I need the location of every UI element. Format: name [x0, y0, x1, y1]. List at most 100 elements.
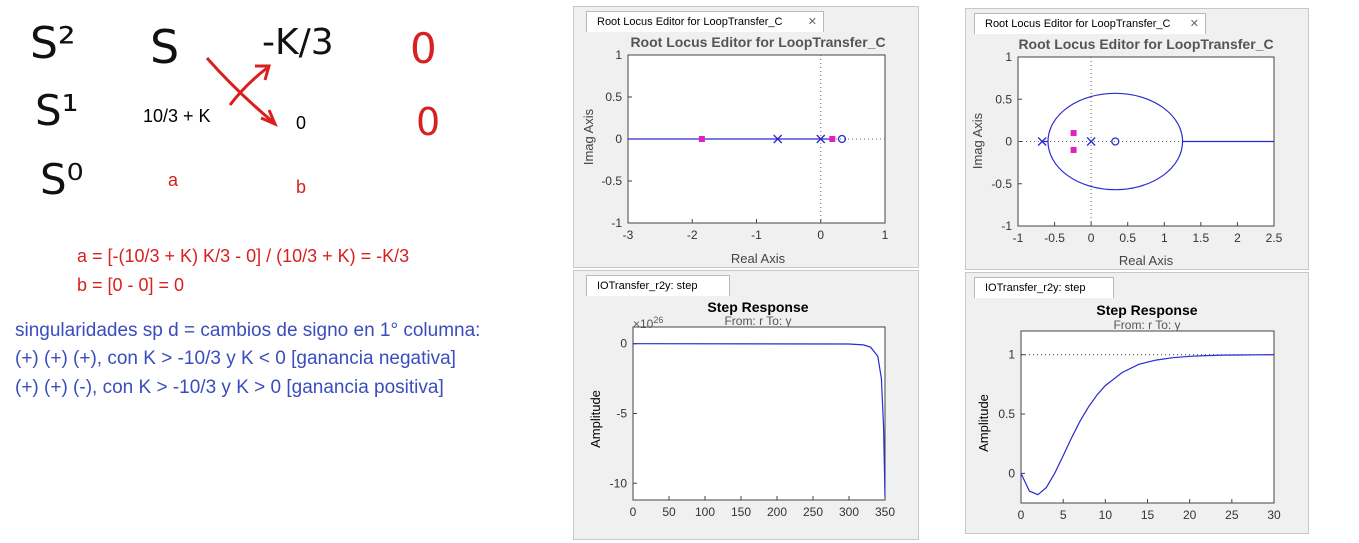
y-tick-label: -0.5 [601, 174, 622, 188]
x-tick-label: 100 [695, 505, 715, 519]
x-tick-label: 10 [1099, 508, 1113, 522]
step-plot-left[interactable]: Step Response From: r To: y Amplitude ×1… [574, 271, 920, 541]
x-tick-label: 30 [1267, 508, 1281, 522]
equation-b: b = [0 - 0] = 0 [77, 275, 185, 295]
y-tick-label: 0 [620, 337, 627, 351]
x-tick-label: 15 [1141, 508, 1155, 522]
x-tick-label: -0.5 [1044, 231, 1065, 245]
x-tick-label: 1 [1161, 231, 1168, 245]
x-tick-label: 50 [662, 505, 676, 519]
chart-title: Root Locus Editor for LoopTransfer_C [1018, 36, 1273, 52]
sign-change-case-positive: (+) (+) (-), con K > -10/3 y K > 0 [gana… [15, 377, 444, 398]
x-tick-label: -1 [1013, 231, 1024, 245]
zero-marker [1111, 137, 1120, 146]
y-tick-label: 1 [1008, 348, 1015, 362]
root-locus-plot-left[interactable]: Root Locus Editor for LoopTransfer_C Rea… [574, 7, 920, 269]
pole-marker [773, 134, 783, 144]
cell-s1-col3: 0 [416, 100, 441, 144]
pole-marker [1086, 137, 1096, 146]
x-tick-label: 0 [1018, 508, 1025, 522]
root-locus-plot-right[interactable]: Root Locus Editor for LoopTransfer_C Rea… [966, 9, 1310, 271]
x-axis-label: Real Axis [1119, 253, 1174, 268]
y-tick-label: -1 [1001, 219, 1012, 233]
step-panel-left: IOTransfer_r2y: step Step Response From:… [573, 270, 919, 540]
x-tick-label: 0 [630, 505, 637, 519]
chart-subtitle: From: r To: y [724, 314, 791, 328]
closed-loop-pole [829, 136, 836, 142]
row-s1: S¹ [35, 86, 79, 135]
row-s0: S⁰ [40, 155, 84, 204]
tab-root-locus-right[interactable]: Root Locus Editor for LoopTransfer_C ✕ [974, 13, 1206, 34]
step-panel-right: IOTransfer_r2y: step Step Response From:… [965, 272, 1309, 534]
y-tick-label: 0 [615, 132, 622, 146]
root-locus-panel-left: Root Locus Editor for LoopTransfer_C ✕ R… [573, 6, 919, 268]
y-tick-label: 0.5 [605, 90, 622, 104]
x-tick-label: 200 [767, 505, 787, 519]
y-tick-label: 1 [1005, 50, 1012, 64]
tab-step-left[interactable]: IOTransfer_r2y: step [586, 275, 730, 296]
y-tick-label: 0 [1005, 135, 1012, 149]
y-tick-label: 0.5 [995, 92, 1012, 106]
zero-marker [837, 134, 847, 144]
y-axis-label: Amplitude [976, 394, 991, 452]
pole-marker [1037, 137, 1047, 146]
x-tick-label: 300 [839, 505, 859, 519]
closed-loop-pole [698, 136, 705, 142]
x-tick-label: 2 [1234, 231, 1241, 245]
pole-marker [816, 134, 826, 144]
y-axis-label: Imag Axis [970, 112, 985, 169]
cross-arrows [205, 57, 278, 127]
chart-subtitle: From: r To: y [1113, 318, 1180, 332]
step-response-line [632, 343, 886, 498]
row-s2: S² [30, 18, 76, 69]
cell-s2-col3: 0 [410, 24, 437, 73]
x-tick-label: 25 [1225, 508, 1239, 522]
cell-s1-col1: 10/3 + K [143, 106, 211, 126]
step-response-line [1020, 354, 1275, 496]
x-tick-label: 350 [875, 505, 895, 519]
y-axis-label: Imag Axis [581, 108, 596, 165]
y-tick-label: -0.5 [991, 177, 1012, 191]
equation-a: a = [-(10/3 + K) K/3 - 0] / (10/3 + K) =… [77, 246, 410, 266]
sign-change-title: singularidades sp d = cambios de signo e… [15, 320, 481, 341]
tab-label: Root Locus Editor for LoopTransfer_C [597, 16, 783, 28]
x-tick-label: 0.5 [1119, 231, 1136, 245]
tab-step-right[interactable]: IOTransfer_r2y: step [974, 277, 1114, 298]
x-tick-label: -2 [687, 228, 698, 242]
cell-s1-col2: 0 [296, 113, 307, 133]
close-icon[interactable]: ✕ [1189, 18, 1199, 30]
x-tick-label: 5 [1060, 508, 1067, 522]
x-tick-label: 2.5 [1266, 231, 1283, 245]
close-icon[interactable]: ✕ [807, 16, 817, 28]
label-b: b [296, 177, 307, 197]
root-locus-panel-right: Root Locus Editor for LoopTransfer_C ✕ R… [965, 8, 1309, 270]
x-tick-label: 1 [882, 228, 889, 242]
step-plot-right[interactable]: Step Response From: r To: y Amplitude 0 5… [966, 273, 1310, 535]
chart-title: Step Response [707, 299, 808, 315]
x-tick-label: 0 [1088, 231, 1095, 245]
x-tick-label: -1 [751, 228, 762, 242]
y-tick-label: -10 [610, 476, 628, 490]
closed-loop-pole [1070, 130, 1077, 137]
y-tick-label: 0 [1008, 466, 1015, 480]
tab-label: Root Locus Editor for LoopTransfer_C [985, 18, 1171, 30]
sign-change-case-negative: (+) (+) (+), con K > -10/3 y K < 0 [gana… [15, 348, 456, 369]
chart-title: Root Locus Editor for LoopTransfer_C [630, 34, 885, 50]
y-tick-label: 0.5 [998, 407, 1015, 421]
cell-s2-col1: S [150, 20, 180, 74]
cell-s2-col2: -K/3 [262, 22, 334, 63]
x-axis-label: Real Axis [731, 251, 786, 266]
chart-title: Step Response [1096, 302, 1197, 318]
closed-loop-pole [1070, 146, 1077, 153]
x-tick-label: 150 [731, 505, 751, 519]
y-exponent: ×1026 [633, 315, 663, 331]
y-tick-label: -5 [616, 407, 627, 421]
x-tick-label: 0 [817, 228, 824, 242]
x-tick-label: 20 [1183, 508, 1197, 522]
tab-root-locus-left[interactable]: Root Locus Editor for LoopTransfer_C ✕ [586, 11, 824, 32]
tab-label: IOTransfer_r2y: step [597, 280, 698, 292]
tab-label: IOTransfer_r2y: step [985, 282, 1086, 294]
y-tick-label: 1 [615, 48, 622, 62]
x-tick-label: -3 [623, 228, 634, 242]
x-tick-label: 250 [803, 505, 823, 519]
